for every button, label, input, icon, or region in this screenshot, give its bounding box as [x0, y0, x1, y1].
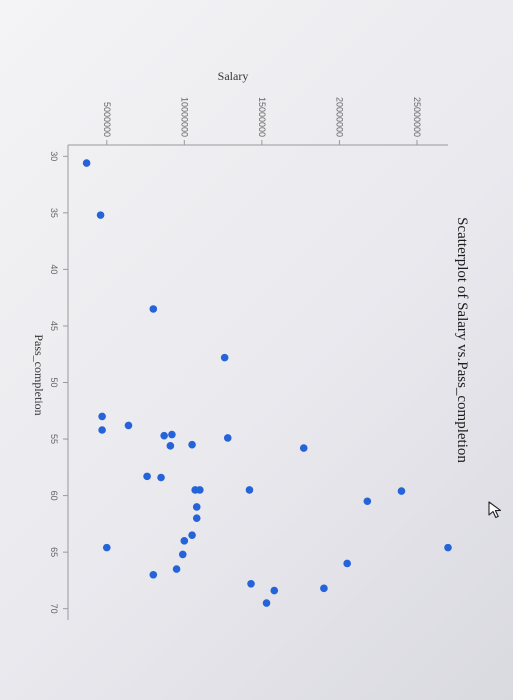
data-point: [172, 565, 181, 573]
y-tick-label: 10000000: [179, 97, 189, 137]
x-ticks: 30 35 40 45 50 55 60 65 70: [49, 151, 68, 614]
y-ticks: 5000000 10000000 15000000 20000000 25000000: [102, 97, 422, 145]
x-axis-label: Pass_completion: [32, 334, 46, 415]
x-tick-label: 65: [49, 547, 59, 557]
data-point: [262, 599, 271, 607]
data-point: [270, 586, 279, 595]
data-point: [102, 543, 111, 552]
data-point: [168, 430, 176, 439]
data-point: [192, 514, 201, 523]
y-axis-label: Salary: [218, 69, 249, 83]
y-tick-label: 20000000: [334, 97, 344, 137]
chart-title: Scatterplot of Salary vs.Pass_completion: [454, 217, 470, 463]
x-tick-label: 35: [49, 208, 59, 218]
data-point: [98, 412, 106, 421]
data-point: [223, 434, 232, 442]
data-point: [363, 497, 372, 506]
y-tick-label: 5000000: [102, 102, 112, 137]
data-point: [149, 305, 158, 313]
data-point: [82, 159, 91, 167]
y-tick-label: 25000000: [412, 97, 422, 137]
x-tick-label: 50: [49, 377, 59, 387]
x-tick-label: 30: [49, 151, 59, 161]
data-point: [299, 444, 308, 452]
data-point: [180, 537, 189, 545]
data-point: [247, 580, 255, 588]
data-point: [149, 570, 158, 579]
data-point: [124, 421, 133, 430]
data-point: [192, 503, 201, 511]
cursor-arrow-icon: [488, 501, 502, 519]
x-tick-label: 45: [49, 321, 59, 331]
data-point: [96, 211, 105, 219]
data-point: [160, 431, 168, 440]
data-point: [220, 353, 229, 362]
data-point: [245, 486, 254, 494]
data-point: [178, 550, 187, 559]
x-tick-label: 55: [49, 434, 59, 444]
data-point: [196, 486, 204, 494]
data-point: [188, 440, 196, 449]
data-point: [444, 543, 452, 552]
data-points: [82, 159, 452, 607]
x-tick-label: 40: [49, 264, 59, 274]
y-tick-label: 15000000: [257, 97, 267, 137]
x-tick-label: 70: [49, 604, 59, 614]
x-tick-label: 60: [49, 491, 59, 501]
data-point: [320, 584, 328, 593]
data-point: [166, 442, 175, 450]
data-point: [143, 472, 151, 481]
data-point: [157, 473, 165, 482]
data-point: [98, 426, 106, 434]
data-point: [343, 559, 351, 568]
data-point: [397, 487, 406, 495]
data-point: [188, 531, 196, 539]
